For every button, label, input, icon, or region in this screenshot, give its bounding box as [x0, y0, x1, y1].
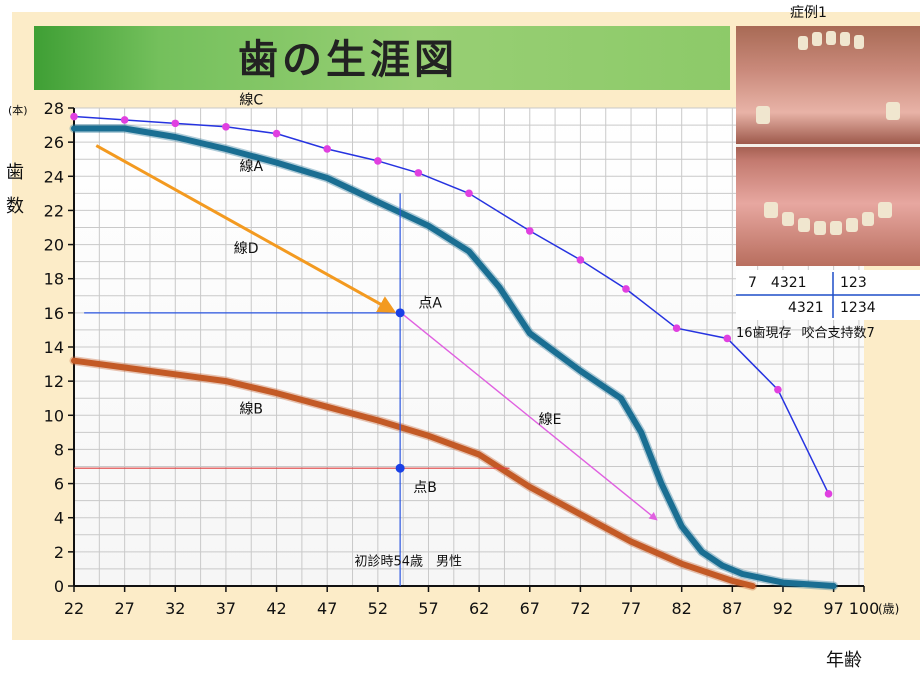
data-point	[576, 256, 585, 264]
x-tick-label: 62	[469, 599, 489, 618]
data-point	[824, 490, 833, 498]
x-tick-label: 57	[418, 599, 438, 618]
data-point	[723, 334, 732, 343]
occlusal-support-count: 咬合支持数7	[801, 326, 875, 341]
y-tick-label: 4	[54, 509, 64, 528]
y-tick-label: 26	[44, 133, 64, 152]
data-point	[465, 189, 473, 198]
x-tick-label: 52	[368, 599, 388, 618]
arrow-label: 線E	[539, 412, 562, 428]
y-tick-label: 28	[44, 99, 64, 118]
y-tick-label: 16	[44, 304, 64, 323]
data-point	[374, 157, 382, 165]
series	[69, 112, 839, 591]
point-label: 点A	[418, 296, 442, 312]
y-tick-label: 2	[54, 543, 64, 562]
series-label: 線B	[239, 402, 263, 418]
tooth-upper-right: 7 4321	[748, 275, 807, 291]
page-title: 歯の生涯図	[238, 37, 458, 83]
marker-点B	[395, 463, 405, 473]
arrow-label: 線D	[234, 241, 259, 257]
mouth-photo	[736, 26, 920, 266]
title-band	[34, 26, 730, 90]
series-line-線C	[73, 115, 830, 495]
annotations: 線D 線E 点A 点B 初診時54歳 男性 線C 線A 線B	[74, 93, 658, 586]
y-axis-label-1: 歯	[6, 162, 24, 183]
x-unit-label: (歳)	[878, 602, 899, 616]
data-point	[272, 129, 281, 138]
tooth-lower-right: 4321	[788, 300, 824, 316]
data-point	[525, 227, 534, 235]
tooth-summary: 16歯現存 咬合支持数7	[736, 322, 920, 341]
series-label: 線A	[239, 159, 263, 175]
data-point	[120, 116, 129, 124]
series-line-線B	[71, 357, 756, 589]
tooth-chart: 7 4321 123 4321 1234	[736, 270, 920, 320]
y-axis-label-2: 数	[6, 196, 24, 217]
data-point	[774, 385, 782, 394]
x-tick-label: 67	[520, 599, 540, 618]
y-tick-label: 14	[44, 338, 64, 357]
y-tick-label: 22	[44, 201, 64, 220]
x-tick-label: 32	[165, 599, 185, 618]
marker-点A	[395, 308, 405, 318]
x-tick-label: 92	[773, 599, 793, 618]
y-unit-label: (本)	[8, 103, 28, 117]
arrow-線D	[95, 144, 397, 313]
y-tick-label: 6	[54, 475, 64, 494]
y-tick-label: 20	[44, 236, 64, 255]
y-tick-label: 18	[44, 270, 64, 289]
x-tick-label: 27	[114, 599, 134, 618]
data-point	[622, 285, 630, 293]
case-label: 症例1	[790, 5, 827, 21]
x-tick-label: 72	[570, 599, 590, 618]
x-tick-label: 47	[317, 599, 337, 618]
tooth-upper-left: 123	[840, 275, 867, 291]
x-tick-label: 42	[266, 599, 286, 618]
x-axis-label: 年齢	[826, 650, 862, 671]
data-point	[70, 112, 78, 121]
series-line-線A	[71, 125, 837, 589]
annotation-text: 初診時54歳 男性	[354, 554, 462, 570]
data-point	[414, 169, 423, 177]
y-tick-label: 0	[54, 577, 64, 596]
data-point	[672, 324, 681, 333]
series-label: 線C	[239, 93, 263, 109]
x-tick-label: 87	[722, 599, 742, 618]
x-tick-label: 82	[672, 599, 692, 618]
x-tick-label: 100	[849, 599, 880, 618]
data-point	[222, 122, 230, 131]
y-tick-label: 24	[44, 167, 64, 186]
y-tick-label: 12	[44, 372, 64, 391]
data-point	[171, 119, 180, 128]
teeth-present-count: 16歯現存	[736, 326, 792, 341]
x-tick-label: 77	[621, 599, 641, 618]
point-label: 点B	[413, 480, 437, 496]
y-tick-label: 8	[54, 440, 64, 459]
arrow-線E	[402, 314, 658, 521]
y-tick-label: 10	[44, 406, 64, 425]
x-tick-label: 37	[216, 599, 236, 618]
x-tick-label: 22	[64, 599, 84, 618]
x-tick-label: 97	[823, 599, 843, 618]
tooth-lower-left: 1234	[840, 300, 876, 316]
data-point	[323, 145, 332, 153]
